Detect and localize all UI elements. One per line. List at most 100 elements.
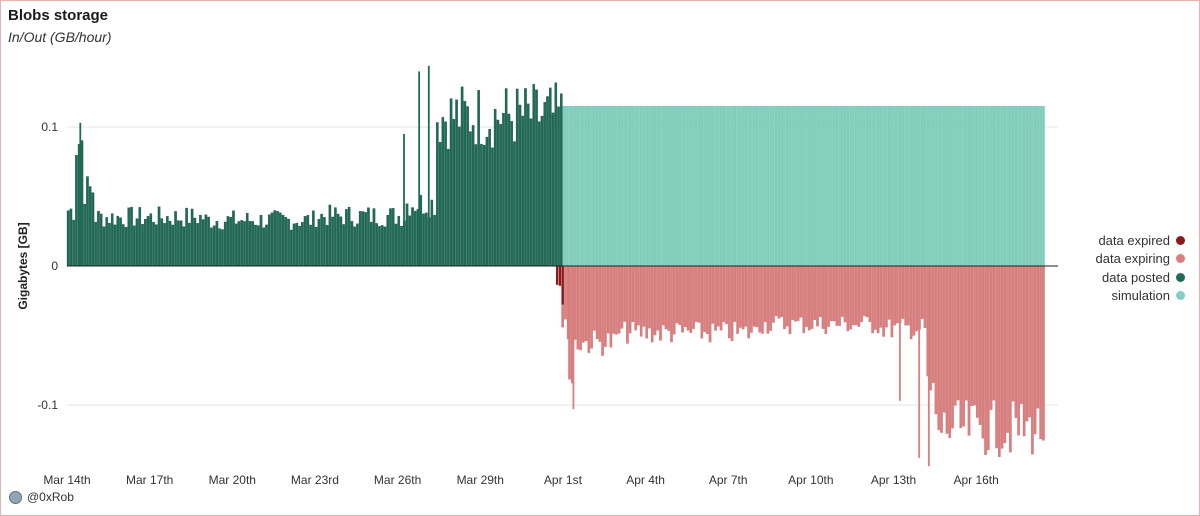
bar-data-expiring — [675, 265, 679, 324]
bar-data-posted — [160, 218, 164, 267]
bar-simulation — [573, 106, 577, 267]
bar-data-expiring — [887, 265, 891, 320]
bar-data-posted — [543, 102, 547, 267]
bar-data-posted — [312, 210, 315, 267]
bar-data-posted — [391, 208, 395, 267]
bar-data-posted — [347, 206, 351, 267]
bar-simulation — [918, 106, 921, 267]
legend-swatch — [1176, 235, 1185, 245]
bar-data-posted — [408, 215, 412, 267]
bar-simulation — [637, 106, 640, 267]
bar-data-posted — [405, 203, 409, 267]
legend-item-data-expiring[interactable]: data expiring — [1060, 250, 1185, 269]
bar-simulation — [601, 106, 604, 267]
author-credit[interactable]: @0xRob — [9, 490, 74, 504]
legend-item-data-posted[interactable]: data posted — [1060, 268, 1185, 287]
bar-data-posted — [267, 214, 271, 267]
bar-data-posted — [493, 108, 497, 267]
bar-data-expiring — [829, 265, 833, 322]
bar-simulation — [750, 106, 753, 267]
bar-data-expiring — [587, 265, 591, 353]
legend-item-data-expired[interactable]: data expired — [1060, 231, 1185, 250]
bar-data-posted — [532, 84, 536, 267]
bar-simulation — [857, 106, 861, 267]
bar-data-posted — [361, 211, 365, 267]
bar-simulation — [821, 106, 825, 267]
bar-simulation — [1022, 106, 1026, 267]
bar-data-posted — [110, 213, 114, 267]
bar-data-expiring — [617, 265, 621, 334]
bar-data-posted — [411, 207, 414, 267]
spike-data-posted — [79, 122, 82, 266]
bar-data-expiring — [794, 265, 797, 322]
legend-item-simulation[interactable]: simulation — [1060, 287, 1185, 306]
bar-data-expiring — [626, 265, 629, 344]
x-tick-label: Apr 13th — [871, 473, 916, 487]
bar-data-posted — [270, 212, 274, 267]
bar-simulation — [774, 106, 778, 267]
bar-simulation — [838, 106, 841, 267]
y-axis-label: Gigabytes [GB] — [16, 222, 30, 309]
bar-simulation — [863, 106, 866, 267]
bar-simulation — [661, 106, 665, 267]
bar-data-expiring — [810, 265, 814, 329]
bar-data-expiring — [774, 265, 778, 317]
bar-data-expiring — [854, 265, 858, 326]
bar-data-posted — [143, 218, 147, 267]
bar-data-expiring — [689, 265, 693, 334]
bar-data-posted — [444, 121, 447, 267]
bar-data-posted — [88, 186, 92, 267]
bar-data-posted — [317, 218, 321, 267]
bar-data-expiring — [664, 265, 668, 330]
bar-data-posted — [502, 113, 505, 267]
bar-data-posted — [551, 112, 555, 267]
bar-data-expiring — [1000, 265, 1004, 449]
bar-simulation — [951, 106, 954, 267]
bar-data-posted — [138, 207, 142, 267]
bar-data-expiring — [739, 265, 742, 328]
bar-simulation — [989, 106, 993, 267]
bar-data-posted — [223, 221, 227, 267]
x-tick-label: Mar 26th — [374, 473, 421, 487]
bar-data-expiring — [568, 265, 571, 380]
bar-simulation — [769, 106, 772, 267]
bar-simulation — [1011, 106, 1015, 267]
bar-simulation — [1031, 106, 1034, 267]
bar-data-expiring — [656, 265, 660, 331]
bar-data-posted — [132, 225, 136, 267]
bar-simulation — [593, 106, 596, 267]
bar-simulation — [617, 106, 621, 267]
bar-data-posted — [460, 86, 464, 267]
bar-data-expiring — [863, 265, 866, 317]
bar-simulation — [942, 106, 946, 267]
bar-data-expiring — [694, 265, 698, 322]
bar-simulation — [700, 106, 704, 267]
bar-data-posted — [433, 214, 436, 267]
chart-subtitle: In/Out (GB/hour) — [8, 29, 112, 45]
bar-data-posted — [441, 117, 445, 267]
bar-data-posted — [243, 221, 246, 267]
bar-data-expiring — [697, 265, 701, 323]
bar-simulation — [959, 106, 963, 267]
bar-data-posted — [166, 216, 169, 267]
bar-data-expiring — [998, 265, 1001, 457]
bar-data-posted — [152, 221, 155, 267]
bar-simulation — [912, 106, 916, 267]
bar-data-expiring — [1003, 265, 1007, 444]
bar-simulation — [642, 106, 646, 267]
spike-data-posted — [427, 65, 430, 266]
bar-simulation — [752, 106, 756, 267]
bar-data-expiring — [816, 265, 819, 327]
bar-data-posted — [389, 208, 392, 267]
bar-data-expiring — [741, 265, 745, 330]
bar-data-expiring — [593, 265, 596, 331]
bar-simulation — [879, 106, 883, 267]
bar-simulation — [744, 106, 748, 267]
bar-data-expiring — [970, 265, 974, 406]
bar-data-expiring — [876, 265, 880, 334]
bar-simulation — [901, 106, 905, 267]
bar-simulation — [730, 106, 734, 267]
bar-data-posted — [394, 223, 398, 267]
bar-data-expiring — [711, 265, 715, 324]
bar-simulation — [945, 106, 949, 267]
